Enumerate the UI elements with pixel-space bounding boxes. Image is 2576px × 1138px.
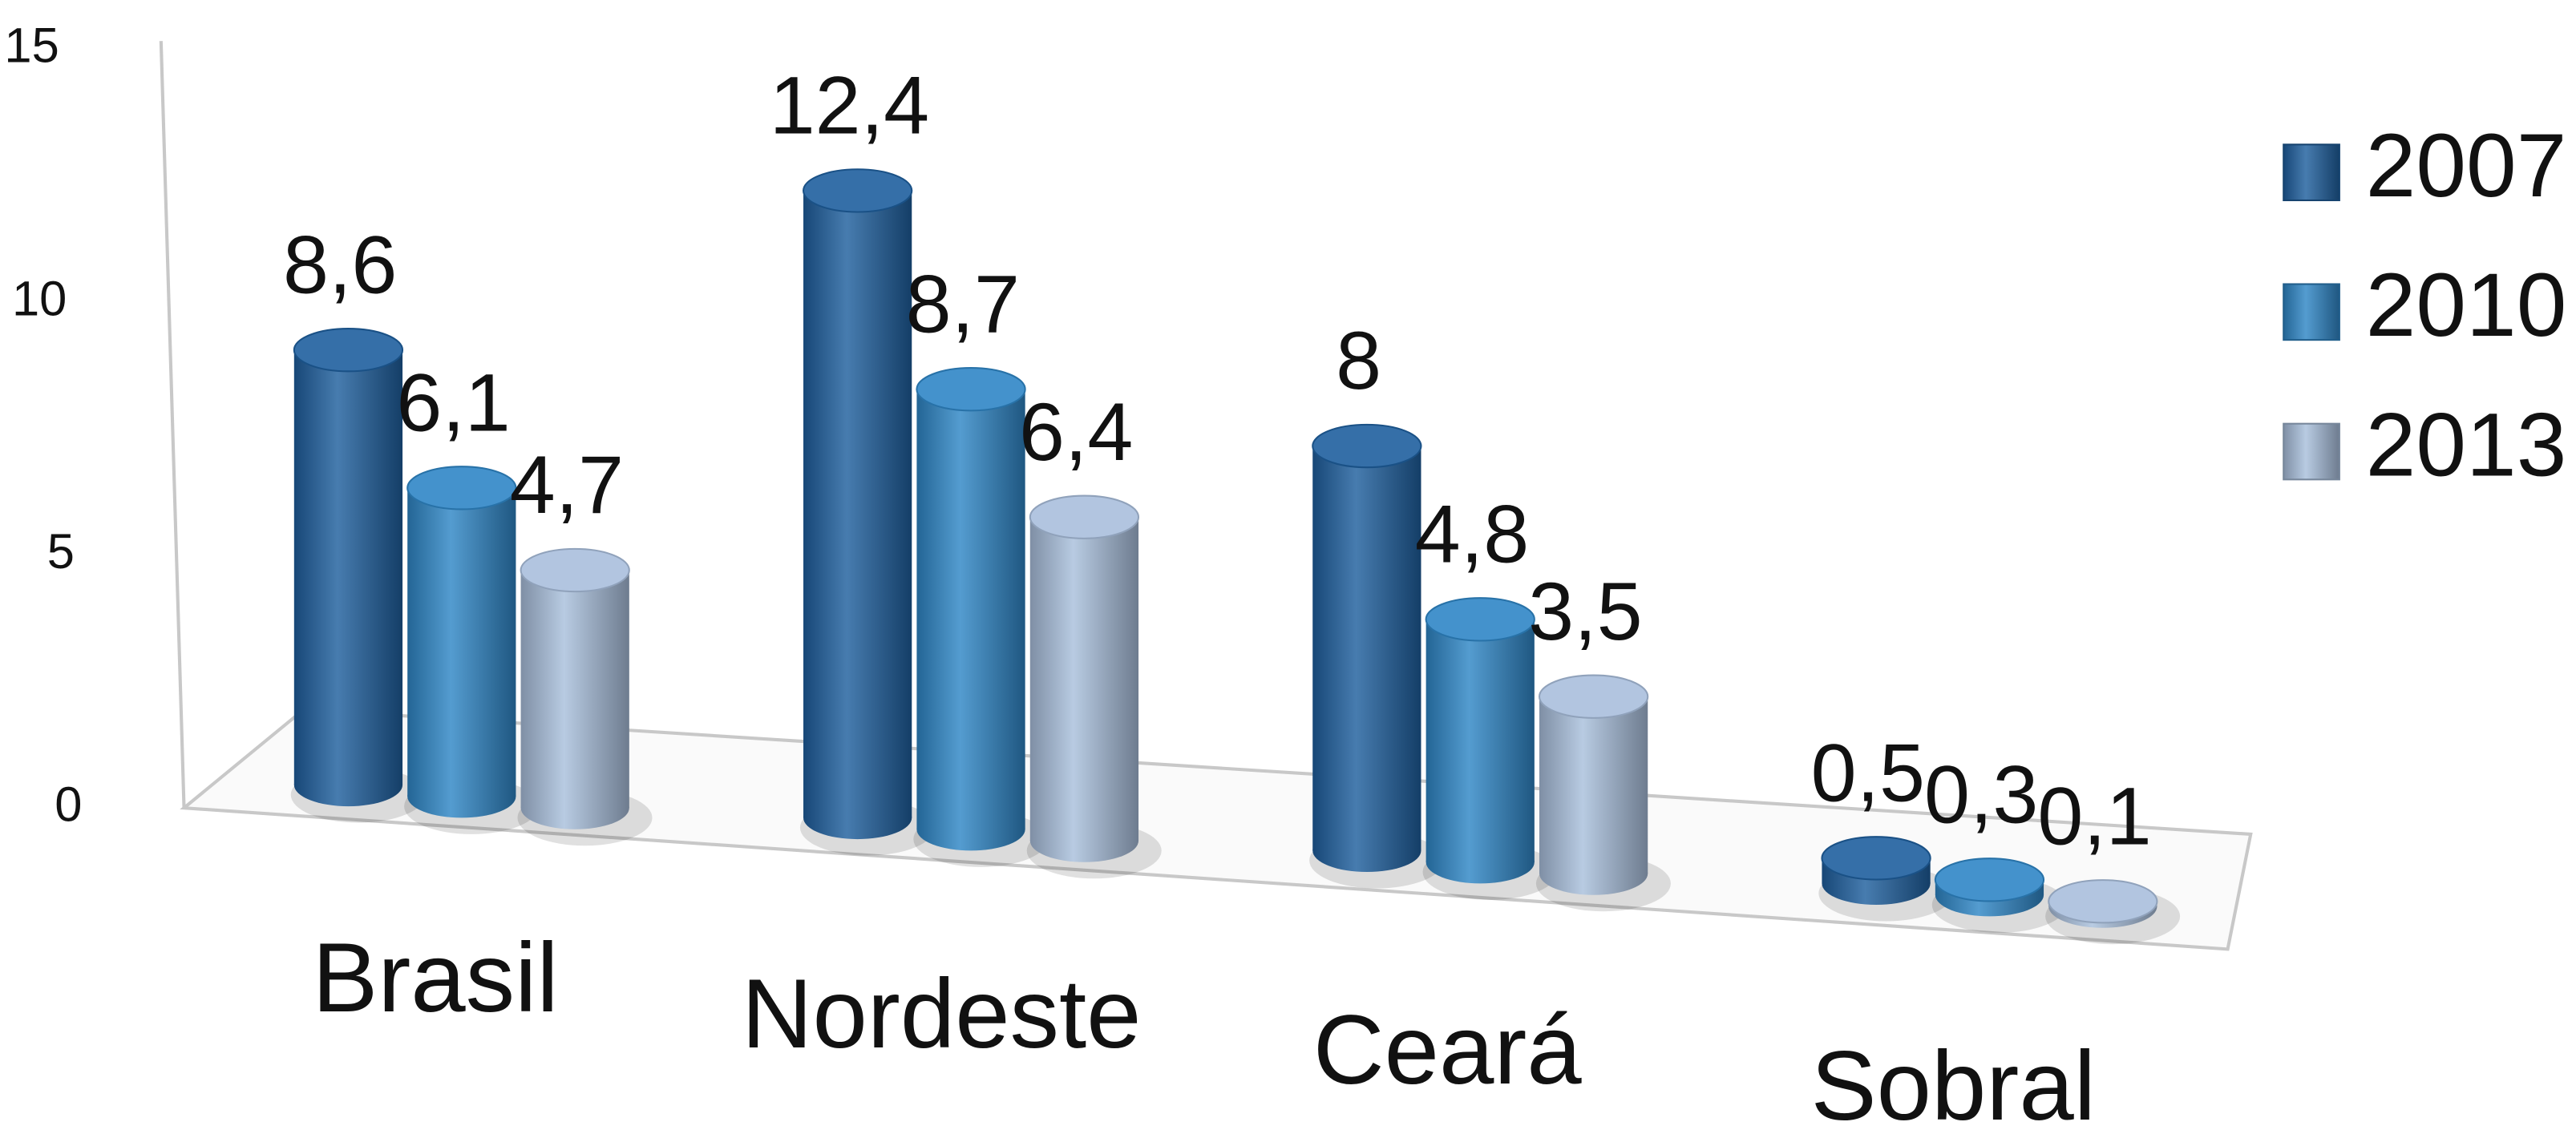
bar	[1934, 858, 2045, 917]
bar-body	[1539, 696, 1648, 874]
bar-body	[1425, 619, 1535, 862]
legend-label: 2010	[2366, 254, 2567, 355]
value-label: 6,1	[396, 357, 510, 449]
bar-body	[916, 389, 1025, 829]
x-tick-label: Nordeste	[742, 959, 1142, 1069]
value-label: 0,3	[1924, 749, 2038, 841]
bar-top	[520, 547, 630, 593]
bar-body	[293, 349, 403, 785]
bar	[1312, 423, 1422, 873]
legend-swatch	[2283, 283, 2340, 341]
bar	[916, 367, 1026, 851]
bar-top	[1425, 597, 1535, 642]
bar-top	[1934, 858, 2045, 902]
value-label: 8,6	[283, 218, 397, 310]
bar	[406, 466, 517, 818]
value-label: 8	[1336, 314, 1381, 406]
y-tick-label: 15	[4, 18, 59, 74]
bar	[520, 547, 630, 829]
bar	[803, 168, 913, 840]
value-label: 3,5	[1528, 565, 1642, 657]
y-axis	[159, 41, 186, 809]
legend-swatch	[2283, 143, 2340, 202]
legend-label: 2013	[2366, 393, 2567, 494]
bar-top	[916, 367, 1026, 412]
bar	[1029, 494, 1140, 862]
bar-body	[1029, 517, 1139, 841]
value-label: 8,7	[906, 257, 1020, 349]
bar-top	[406, 466, 517, 510]
value-label: 0,1	[2037, 769, 2151, 862]
bar-body	[407, 487, 516, 797]
bar	[2048, 879, 2158, 928]
bar-top	[1029, 494, 1140, 539]
value-label: 6,4	[1019, 385, 1133, 478]
y-tick-label: 5	[47, 524, 75, 579]
floor	[180, 708, 2253, 951]
bar-top	[293, 328, 404, 373]
bar	[293, 328, 404, 807]
bar-top	[803, 168, 913, 213]
bar-body	[803, 190, 912, 818]
bar	[1821, 836, 1931, 906]
bar-top	[1312, 423, 1422, 469]
bar-top	[1821, 836, 1931, 881]
value-label: 4,7	[510, 438, 624, 531]
bar	[1425, 597, 1535, 884]
y-tick-label: 0	[55, 777, 82, 832]
value-label: 4,8	[1415, 488, 1529, 580]
value-label: 12,4	[770, 59, 929, 151]
bar-body	[1312, 446, 1421, 851]
x-tick-label: Ceará	[1313, 995, 1582, 1105]
bar	[1538, 674, 1649, 895]
legend-swatch	[2283, 422, 2340, 481]
bar-body	[520, 570, 629, 809]
legend-label: 2007	[2366, 115, 2567, 216]
bar-top	[2048, 879, 2158, 924]
x-tick-label: Brasil	[312, 923, 558, 1033]
bar-top	[1538, 674, 1649, 719]
y-tick-label: 10	[12, 271, 67, 326]
x-tick-label: Sobral	[1811, 1031, 2096, 1138]
value-label: 0,5	[1811, 727, 1925, 819]
